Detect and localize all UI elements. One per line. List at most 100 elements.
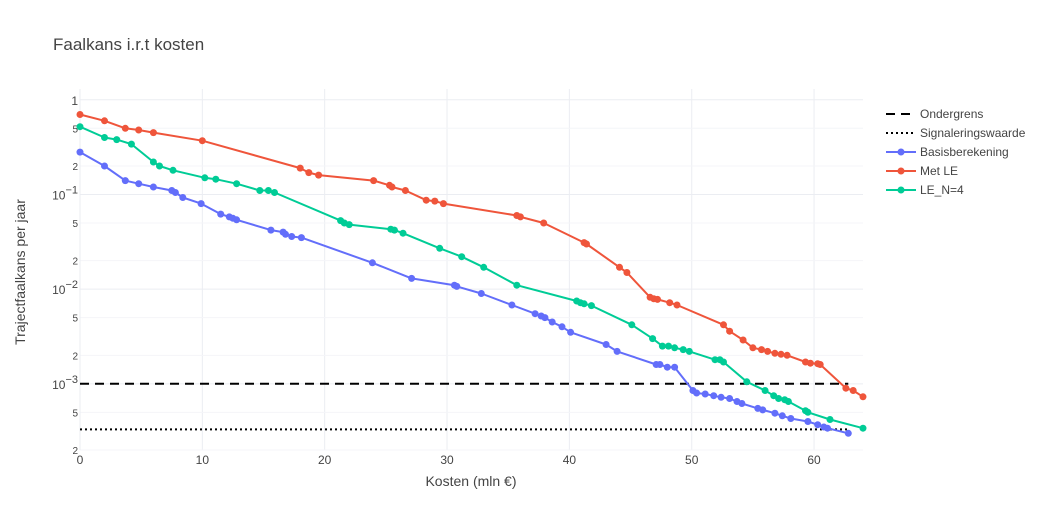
data-point xyxy=(764,347,772,355)
data-point xyxy=(401,187,409,194)
data-point xyxy=(149,158,157,166)
legend-label: Ondergrens xyxy=(920,107,983,121)
data-point xyxy=(717,393,725,401)
x-axis-title: Kosten (mln €) xyxy=(425,473,516,489)
y-minor-tick-label: 5 xyxy=(72,314,78,325)
data-point xyxy=(720,358,727,366)
data-point xyxy=(842,384,850,392)
y-minor-tick-label: 5 xyxy=(72,124,78,135)
data-point xyxy=(679,346,687,354)
data-point xyxy=(759,406,767,414)
legend-swatch-marker xyxy=(897,186,905,194)
x-tick-label: 50 xyxy=(685,453,699,467)
legend-item[interactable]: Met LE xyxy=(886,164,958,178)
data-point xyxy=(849,387,857,394)
data-point xyxy=(649,335,657,343)
data-point xyxy=(422,196,430,204)
legend-label: LE_N=4 xyxy=(920,183,964,197)
data-point xyxy=(778,412,786,420)
data-point xyxy=(558,323,566,331)
data-point xyxy=(399,229,407,237)
y-tick-label: 10−3 xyxy=(52,374,78,392)
data-point xyxy=(743,378,751,386)
data-point xyxy=(758,346,765,354)
data-point xyxy=(513,281,521,289)
data-point xyxy=(804,418,812,425)
data-point xyxy=(816,361,824,368)
data-point xyxy=(814,421,822,429)
data-point xyxy=(390,226,398,234)
data-point xyxy=(288,233,296,240)
data-point xyxy=(623,269,631,276)
y-minor-tick-label: 2 xyxy=(72,257,78,268)
data-point xyxy=(663,363,671,371)
axis-ticks: 0 10 20 30 40 50 60 1 10−1 10−2 10−3 5 2 5 2 5 2 5 2 xyxy=(52,94,821,467)
data-point xyxy=(233,180,241,188)
x-tick-label: 40 xyxy=(563,453,577,467)
data-point xyxy=(197,200,205,208)
data-point xyxy=(368,259,376,267)
data-point xyxy=(431,197,439,205)
grid xyxy=(79,89,863,451)
data-point xyxy=(761,387,769,394)
data-point xyxy=(198,137,206,145)
data-point xyxy=(685,347,693,355)
y-tick-label: 10−2 xyxy=(52,279,78,297)
data-point xyxy=(101,117,108,125)
chart-title: Faalkans i.r.t kosten xyxy=(53,35,204,54)
legend[interactable]: Ondergrens Signaleringswaarde Basisbereken… xyxy=(886,107,1026,197)
data-point xyxy=(169,166,177,174)
data-point xyxy=(671,363,679,371)
data-point xyxy=(256,187,264,194)
data-point xyxy=(439,200,447,208)
y-tick-label: 1 xyxy=(71,94,78,108)
data-point xyxy=(217,210,225,218)
data-point xyxy=(784,398,792,405)
data-point xyxy=(179,194,187,201)
data-point xyxy=(656,361,664,368)
data-point xyxy=(749,344,757,352)
data-point xyxy=(76,148,84,156)
data-point xyxy=(282,230,289,238)
data-point xyxy=(587,302,595,310)
data-point xyxy=(436,244,444,252)
data-point xyxy=(297,234,305,242)
data-point xyxy=(613,347,621,355)
data-point xyxy=(76,123,84,131)
data-point xyxy=(477,290,485,297)
data-point xyxy=(806,359,814,367)
data-point xyxy=(710,392,718,400)
data-point xyxy=(859,393,867,401)
y-minor-tick-label: 2 xyxy=(72,446,78,457)
x-tick-label: 0 xyxy=(77,453,84,467)
data-point xyxy=(739,336,747,344)
legend-label: Basisberekening xyxy=(920,145,1009,159)
data-point xyxy=(583,240,590,248)
y-axis-title: Trajectfaalkans per jaar xyxy=(12,199,28,345)
data-point xyxy=(616,263,623,271)
data-point xyxy=(665,342,672,350)
y-minor-tick-label: 5 xyxy=(72,219,78,230)
data-point xyxy=(508,301,516,309)
y-minor-tick-label: 5 xyxy=(72,408,78,419)
legend-item[interactable]: Signaleringswaarde xyxy=(886,126,1026,140)
data-point xyxy=(212,175,220,183)
legend-item[interactable]: LE_N=4 xyxy=(886,183,964,197)
legend-swatch-marker xyxy=(897,148,905,156)
data-point xyxy=(113,136,121,144)
data-point xyxy=(305,169,313,177)
data-point xyxy=(738,400,746,407)
legend-item[interactable]: Basisberekening xyxy=(886,145,1009,159)
data-point xyxy=(388,183,396,191)
data-point xyxy=(844,429,852,437)
data-point xyxy=(540,219,548,227)
data-point xyxy=(156,162,163,170)
data-point xyxy=(233,216,241,224)
data-point xyxy=(480,263,488,271)
data-point xyxy=(628,321,636,329)
y-minor-tick-label: 2 xyxy=(72,351,78,362)
legend-item[interactable]: Ondergrens xyxy=(886,107,983,121)
data-point xyxy=(783,351,791,359)
data-point xyxy=(666,299,674,307)
data-point xyxy=(408,274,416,282)
